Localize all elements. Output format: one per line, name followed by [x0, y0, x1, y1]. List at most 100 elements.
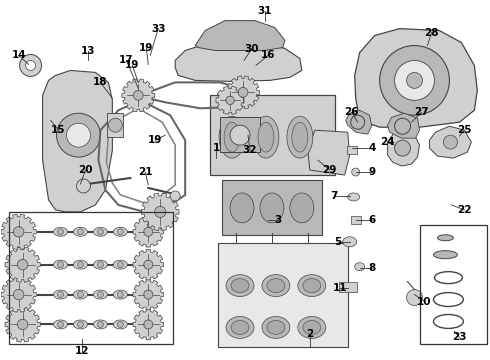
Bar	[9, 212, 173, 345]
Circle shape	[98, 262, 103, 268]
Ellipse shape	[94, 260, 107, 269]
Circle shape	[394, 60, 435, 100]
Text: 26: 26	[344, 107, 359, 117]
Circle shape	[98, 321, 103, 328]
Text: 6: 6	[368, 215, 375, 225]
Ellipse shape	[113, 227, 127, 236]
Circle shape	[230, 125, 250, 145]
Ellipse shape	[231, 279, 249, 293]
Polygon shape	[5, 307, 40, 342]
Polygon shape	[5, 247, 40, 282]
Ellipse shape	[434, 251, 457, 259]
Text: 22: 22	[457, 205, 472, 215]
Circle shape	[118, 229, 123, 235]
Polygon shape	[388, 130, 419, 166]
Polygon shape	[388, 113, 419, 138]
Ellipse shape	[226, 275, 254, 297]
Polygon shape	[133, 216, 164, 247]
Bar	[222, 180, 322, 235]
Text: 31: 31	[258, 6, 272, 15]
Circle shape	[226, 96, 234, 104]
Bar	[218, 243, 348, 347]
Ellipse shape	[74, 320, 87, 329]
Ellipse shape	[74, 290, 87, 299]
Polygon shape	[1, 277, 36, 312]
Ellipse shape	[53, 260, 68, 269]
Circle shape	[57, 262, 64, 268]
Text: 14: 14	[11, 50, 26, 60]
Ellipse shape	[94, 290, 107, 299]
Text: 11: 11	[333, 283, 347, 293]
Ellipse shape	[267, 320, 285, 334]
Bar	[339, 282, 357, 292]
Circle shape	[133, 90, 143, 100]
Text: 3: 3	[274, 215, 282, 225]
Bar	[419, 225, 488, 345]
Circle shape	[76, 179, 91, 193]
Bar	[210, 95, 335, 175]
Circle shape	[25, 60, 36, 71]
Circle shape	[394, 140, 411, 156]
Polygon shape	[308, 130, 350, 175]
Polygon shape	[175, 42, 302, 81]
Polygon shape	[1, 214, 36, 249]
Text: 28: 28	[424, 28, 439, 37]
Ellipse shape	[303, 320, 321, 334]
Circle shape	[443, 135, 457, 149]
Circle shape	[144, 260, 153, 269]
Polygon shape	[133, 309, 164, 340]
Text: 29: 29	[322, 165, 337, 175]
Polygon shape	[133, 249, 164, 280]
Ellipse shape	[258, 122, 274, 152]
Text: 20: 20	[78, 165, 93, 175]
Circle shape	[155, 206, 166, 217]
Ellipse shape	[438, 235, 453, 241]
Text: 4: 4	[369, 143, 376, 153]
Ellipse shape	[53, 320, 68, 329]
Circle shape	[98, 292, 103, 298]
Circle shape	[108, 118, 122, 132]
Circle shape	[18, 260, 28, 270]
Ellipse shape	[113, 320, 127, 329]
Text: 27: 27	[414, 107, 429, 117]
Ellipse shape	[53, 290, 68, 299]
Polygon shape	[107, 113, 123, 137]
Ellipse shape	[290, 193, 314, 223]
Text: 32: 32	[243, 145, 257, 155]
Text: 33: 33	[151, 24, 166, 33]
Circle shape	[57, 229, 64, 235]
Text: 17: 17	[119, 55, 134, 66]
Circle shape	[118, 292, 123, 298]
Ellipse shape	[113, 290, 127, 299]
Text: 7: 7	[330, 191, 338, 201]
Ellipse shape	[226, 316, 254, 338]
Ellipse shape	[298, 316, 326, 338]
Circle shape	[407, 289, 422, 306]
Circle shape	[77, 229, 83, 235]
Circle shape	[352, 168, 360, 176]
Bar	[347, 146, 357, 154]
Text: 13: 13	[81, 45, 96, 55]
Circle shape	[77, 262, 83, 268]
Text: 9: 9	[368, 167, 375, 177]
Polygon shape	[216, 86, 244, 114]
Circle shape	[77, 292, 83, 298]
Circle shape	[67, 123, 91, 147]
Ellipse shape	[303, 279, 321, 293]
Text: 18: 18	[93, 77, 108, 87]
Text: 10: 10	[417, 297, 432, 306]
Polygon shape	[195, 21, 285, 50]
Ellipse shape	[343, 237, 357, 247]
Circle shape	[13, 289, 24, 300]
Circle shape	[144, 227, 153, 236]
Polygon shape	[355, 28, 477, 127]
Ellipse shape	[74, 227, 87, 236]
Polygon shape	[142, 193, 179, 231]
Circle shape	[56, 113, 100, 157]
Polygon shape	[43, 71, 112, 212]
Ellipse shape	[260, 193, 284, 223]
Ellipse shape	[267, 279, 285, 293]
Circle shape	[13, 226, 24, 237]
Ellipse shape	[287, 116, 313, 158]
Circle shape	[144, 290, 153, 299]
